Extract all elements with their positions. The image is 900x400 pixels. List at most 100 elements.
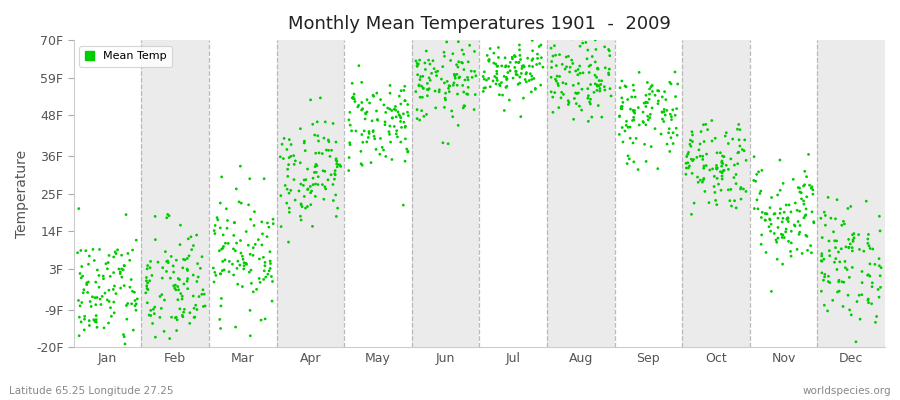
Point [845, 244, 859, 251]
Point [311, 138, 326, 144]
Point [75, 299, 89, 306]
Point [552, 104, 566, 111]
Point [492, 81, 507, 88]
Point [442, 82, 456, 89]
Point [412, 57, 427, 63]
Point [842, 244, 856, 250]
Point [508, 52, 522, 59]
Point [439, 39, 454, 45]
Point [773, 187, 788, 194]
Point [581, 118, 596, 124]
Point [356, 106, 370, 112]
Point [781, 215, 796, 222]
Point [257, 259, 272, 266]
Point [622, 156, 636, 162]
Point [329, 161, 344, 167]
Point [482, 75, 496, 82]
Point [396, 202, 410, 208]
Point [657, 106, 671, 113]
Point [659, 96, 673, 103]
Point [533, 60, 547, 67]
Point [559, 64, 573, 70]
Point [154, 305, 168, 312]
Point [860, 236, 875, 242]
Point [313, 95, 328, 101]
Point [438, 95, 453, 102]
Point [364, 118, 379, 124]
Point [861, 300, 876, 306]
Point [385, 115, 400, 121]
Point [522, 63, 536, 69]
Point [113, 270, 128, 277]
Point [547, 42, 562, 49]
Point [145, 272, 159, 279]
Point [739, 157, 753, 164]
Point [838, 264, 852, 271]
Point [583, 62, 598, 68]
Point [477, 69, 491, 75]
Point [173, 242, 187, 248]
Point [238, 260, 253, 266]
Point [828, 244, 842, 251]
Bar [817, 40, 885, 347]
Point [503, 59, 517, 66]
Point [844, 312, 859, 318]
Point [74, 319, 88, 325]
Point [640, 100, 654, 106]
Point [626, 159, 641, 165]
Point [680, 153, 694, 160]
Point [219, 206, 233, 212]
Point [696, 156, 710, 163]
Point [252, 275, 266, 282]
Point [750, 171, 764, 178]
Point [457, 103, 472, 109]
Point [714, 187, 728, 194]
Point [863, 245, 878, 252]
Point [871, 286, 886, 293]
Point [681, 149, 696, 156]
Point [781, 218, 796, 225]
Point [175, 296, 189, 302]
Point [243, 216, 257, 222]
Point [691, 179, 706, 186]
Point [644, 111, 658, 118]
Point [832, 288, 846, 294]
Point [759, 210, 773, 217]
Point [683, 137, 698, 143]
Point [232, 262, 247, 268]
Point [770, 192, 785, 198]
Point [342, 154, 356, 161]
Point [801, 151, 815, 158]
Point [715, 173, 729, 179]
Point [92, 272, 106, 279]
Point [601, 70, 616, 76]
Point [112, 266, 126, 272]
Point [842, 236, 856, 243]
Point [213, 200, 228, 206]
Point [868, 261, 882, 268]
Point [776, 232, 790, 238]
Point [518, 76, 532, 83]
Point [297, 177, 311, 183]
Point [655, 94, 670, 100]
Point [478, 84, 492, 91]
Point [389, 131, 403, 137]
Point [104, 313, 119, 320]
Point [834, 222, 849, 228]
Point [547, 89, 562, 96]
Point [679, 160, 693, 166]
Point [192, 293, 206, 300]
Point [198, 303, 212, 309]
Point [81, 371, 95, 377]
Point [436, 140, 450, 146]
Point [846, 236, 860, 243]
Point [799, 206, 814, 212]
Point [860, 198, 874, 204]
Point [425, 70, 439, 76]
Point [125, 247, 140, 253]
Point [770, 215, 785, 221]
Point [390, 128, 404, 134]
Point [140, 283, 154, 289]
Point [183, 310, 197, 316]
Point [752, 190, 767, 197]
